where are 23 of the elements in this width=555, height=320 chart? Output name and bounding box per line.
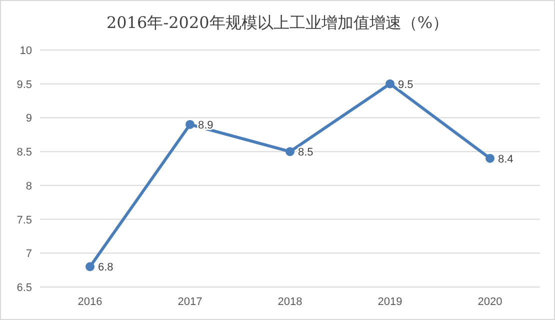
data-label: 8.4 xyxy=(498,153,514,166)
x-tick-label: 2017 xyxy=(178,296,202,308)
x-tick-label: 2019 xyxy=(378,296,402,308)
y-tick-label: 8.5 xyxy=(16,146,32,159)
y-tick-label: 9 xyxy=(26,112,32,125)
data-label: 8.5 xyxy=(298,146,314,159)
y-tick-label: 7.5 xyxy=(16,214,32,226)
y-tick-label: 9.5 xyxy=(16,78,32,91)
point xyxy=(486,154,494,163)
point xyxy=(186,120,194,129)
x-tick-label: 2016 xyxy=(78,296,102,308)
chart-title: 2016年-2020年规模以上工业增加值增速（%） xyxy=(106,13,449,32)
x-tick-label: 2018 xyxy=(278,296,302,308)
data-label: 9.5 xyxy=(398,78,414,91)
y-tick-label: 8 xyxy=(26,180,32,192)
data-label: 6.8 xyxy=(98,262,114,274)
x-tick-label: 2020 xyxy=(478,296,502,308)
y-tick-label: 7 xyxy=(26,248,32,260)
y-tick-label: 10 xyxy=(20,45,32,57)
point xyxy=(286,147,294,156)
point xyxy=(386,79,394,88)
y-tick-label: 6.5 xyxy=(16,282,32,294)
point xyxy=(86,262,94,272)
